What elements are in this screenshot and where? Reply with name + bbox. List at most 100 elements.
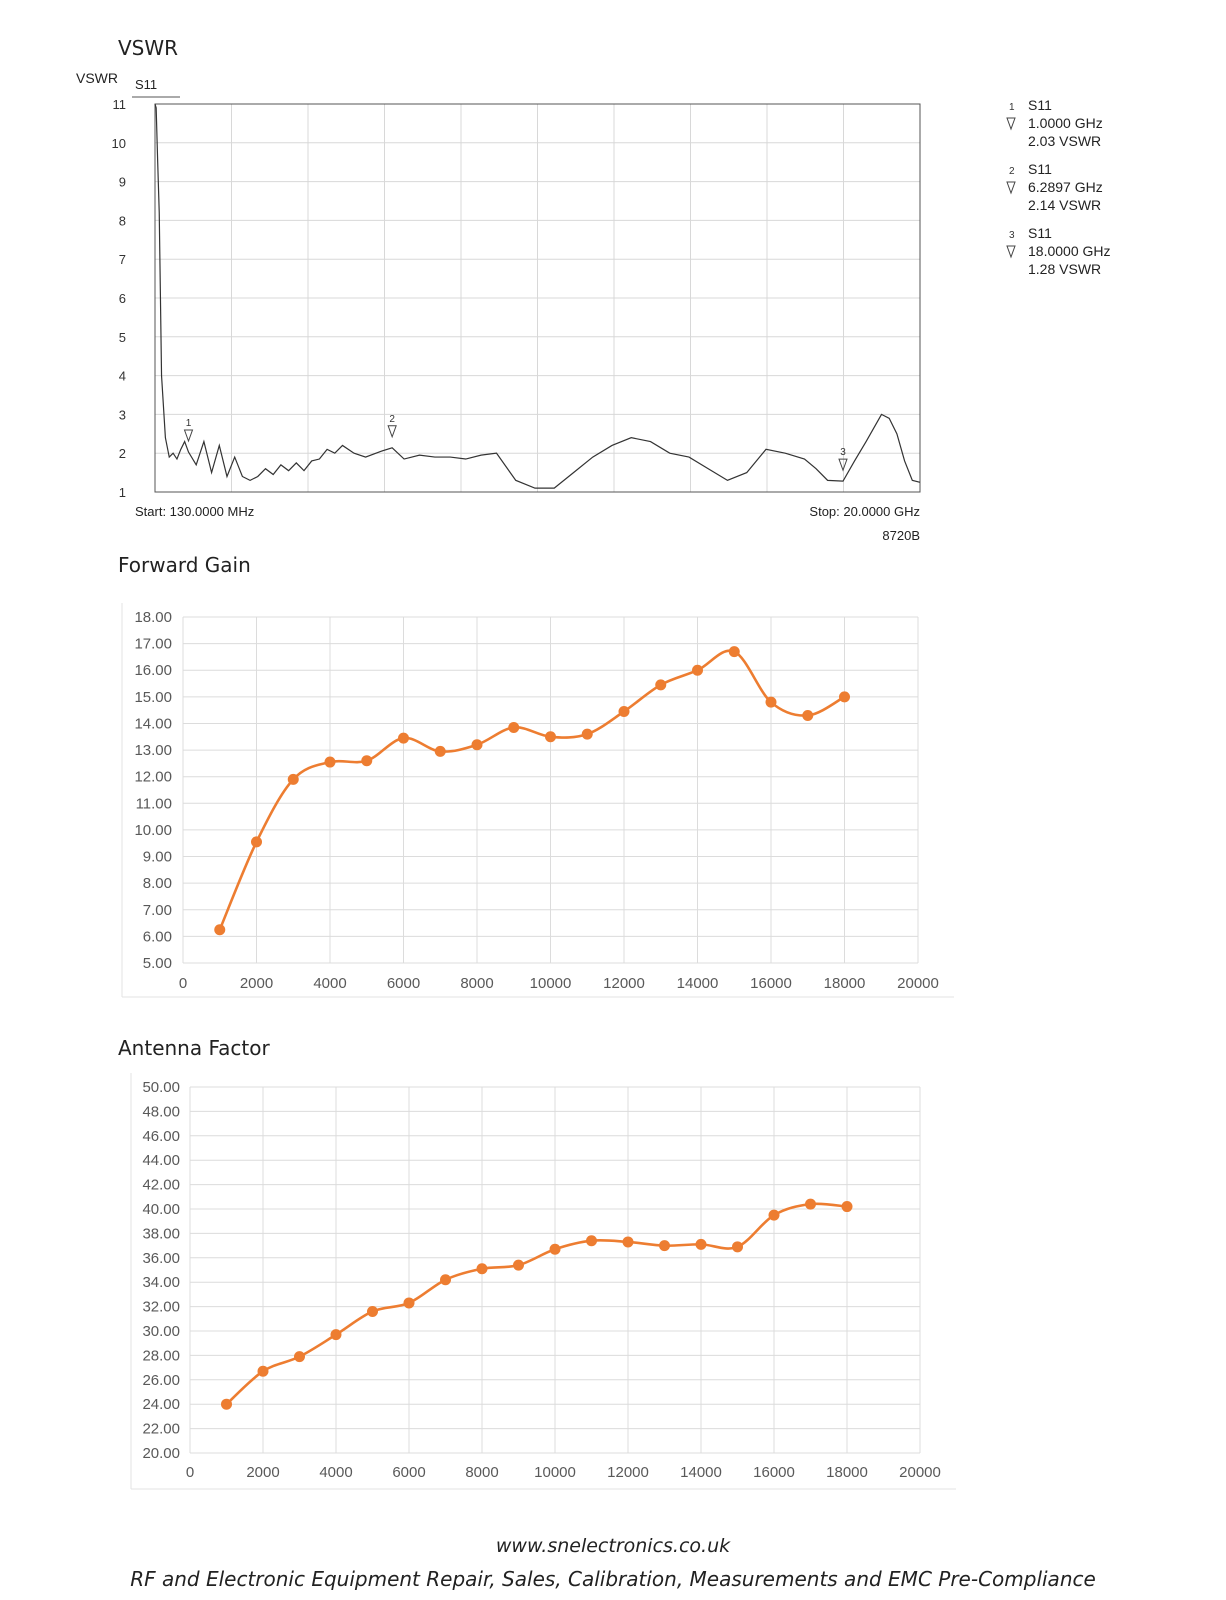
af-data-point: [221, 1398, 232, 1410]
fg-ytick-label: 12.00: [134, 769, 172, 786]
antenna-factor-chart: 50.00 48.00 46.00 44.00 42.00 40.00 38.00 36.00…: [130, 1073, 956, 1490]
af-ytick-label: 22.00: [142, 1421, 180, 1438]
vswr-ytick-label: 4: [119, 369, 126, 384]
fg-xtick-label: 12000: [603, 975, 645, 992]
fg-ytick-label: 11.00: [136, 795, 172, 812]
start-frequency: Start: 130.0000 MHz: [135, 504, 254, 519]
fg-data-point: [508, 721, 520, 733]
footer-tagline: RF and Electronic Equipment Repair, Sale…: [130, 1567, 1096, 1591]
vswr-axis-label: VSWR: [76, 70, 118, 86]
af-ytick-label: 44.00: [142, 1152, 180, 1169]
fg-ytick-label: 15.00: [134, 689, 172, 706]
af-data-point: [622, 1236, 634, 1248]
fg-xtick-label: 16000: [750, 975, 792, 992]
fg-data-point: [618, 705, 630, 717]
vswr-ytick-label: 3: [119, 407, 126, 422]
fg-xtick-label: 6000: [387, 975, 420, 992]
af-ytick-label: 42.00: [142, 1177, 180, 1194]
af-data-point: [695, 1238, 707, 1250]
af-xtick-label: 16000: [753, 1464, 795, 1481]
marker-readout-frequency: 18.0000 GHz: [1028, 243, 1111, 259]
af-data-point: [367, 1305, 378, 1317]
af-data-point: [805, 1198, 816, 1210]
af-xtick-label: 10000: [534, 1464, 576, 1481]
af-ytick-label: 28.00: [142, 1347, 180, 1364]
af-data-point: [513, 1259, 524, 1271]
fg-xtick-label: 0: [179, 975, 187, 992]
forward-gain-chart: 18.00 17.00 16.00 15.00 14.00 13.00 12.00 11.00…: [121, 603, 954, 998]
stop-frequency: Stop: 20.0000 GHz: [809, 504, 920, 519]
marker-readout-frequency: 6.2897 GHz: [1028, 179, 1103, 195]
af-ytick-label: 40.00: [142, 1201, 180, 1218]
s11-trace: [154, 103, 921, 489]
af-xtick-label: 18000: [826, 1464, 868, 1481]
af-ytick-label: 32.00: [142, 1299, 180, 1316]
marker-readout-trace: S11: [1028, 97, 1052, 113]
marker-readout-trace: S11: [1028, 161, 1052, 177]
af-xtick-label: 6000: [392, 1464, 425, 1481]
af-xtick-label: 8000: [465, 1464, 498, 1481]
fg-data-point: [802, 709, 814, 721]
marker-readout-value: 2.03 VSWR: [1028, 133, 1101, 149]
af-data-point: [659, 1240, 670, 1252]
marker-number: 3: [840, 447, 846, 458]
vswr-ytick-label: 8: [119, 213, 126, 228]
fg-data-point: [287, 773, 299, 785]
marker-readout-number: 1: [1009, 102, 1015, 113]
fg-xtick-label: 8000: [460, 975, 493, 992]
fg-data-point: [471, 739, 483, 751]
fg-ytick-label: 8.00: [143, 875, 172, 892]
af-xtick-label: 2000: [246, 1464, 279, 1481]
fg-xtick-label: 4000: [313, 975, 346, 992]
af-data-point: [549, 1243, 561, 1255]
fg-ytick-label: 9.00: [143, 849, 172, 866]
fg-ytick-label: 18.00: [134, 609, 172, 626]
fg-ytick-label: 17.00: [134, 636, 172, 653]
marker-readout-triangle-icon: [1006, 245, 1016, 259]
fg-data-point: [545, 731, 556, 743]
marker-readout-number: 3: [1009, 230, 1015, 241]
af-data-point: [768, 1209, 780, 1221]
marker-number: 2: [389, 414, 395, 425]
af-ytick-label: 50.00: [142, 1079, 180, 1096]
fg-data-point: [361, 755, 373, 767]
vswr-ytick-label: 7: [119, 252, 126, 267]
marker-readout-triangle-icon: [1006, 181, 1016, 195]
af-ytick-label: 26.00: [142, 1372, 180, 1389]
vswr-ytick-label: 2: [119, 446, 126, 461]
fg-data-point: [728, 646, 740, 658]
fg-ytick-label: 5.00: [143, 955, 172, 972]
marker-readout-value: 1.28 VSWR: [1028, 261, 1101, 277]
af-data-point: [294, 1351, 305, 1363]
af-xtick-label: 12000: [607, 1464, 649, 1481]
af-data-point: [403, 1297, 415, 1309]
fg-ytick-label: 7.00: [143, 902, 172, 919]
fg-xtick-label: 2000: [240, 975, 273, 992]
antenna-factor-chart-title: Antenna Factor: [118, 1036, 270, 1060]
af-ytick-label: 36.00: [142, 1250, 180, 1267]
footer-url: www.snelectronics.co.uk: [495, 1535, 731, 1557]
af-ytick-label: 48.00: [142, 1103, 180, 1120]
trace-label: S11: [135, 77, 157, 92]
fg-data-point: [398, 732, 409, 744]
marker-readout-number: 2: [1009, 166, 1015, 177]
fg-data-point: [581, 728, 593, 740]
fg-data-point: [839, 691, 850, 703]
vswr-chart-title: VSWR: [118, 36, 179, 60]
fg-xtick-label: 18000: [824, 975, 866, 992]
fg-data-point: [655, 679, 667, 691]
fg-data-point: [765, 696, 777, 708]
marker-readout-trace: S11: [1028, 225, 1052, 241]
vswr-ytick-label: 9: [119, 175, 126, 190]
marker-triangle-icon: [387, 425, 397, 439]
fg-ytick-label: 6.00: [143, 928, 172, 945]
fg-data-point: [434, 745, 446, 757]
vswr-ytick-label: 11: [113, 97, 127, 112]
fg-data-point: [692, 664, 703, 676]
marker-readout-value: 2.14 VSWR: [1028, 197, 1101, 213]
af-data-point: [440, 1274, 451, 1286]
af-data-point: [330, 1329, 342, 1341]
af-ytick-label: 38.00: [142, 1225, 180, 1242]
forward-gain-chart-title: Forward Gain: [118, 553, 251, 577]
